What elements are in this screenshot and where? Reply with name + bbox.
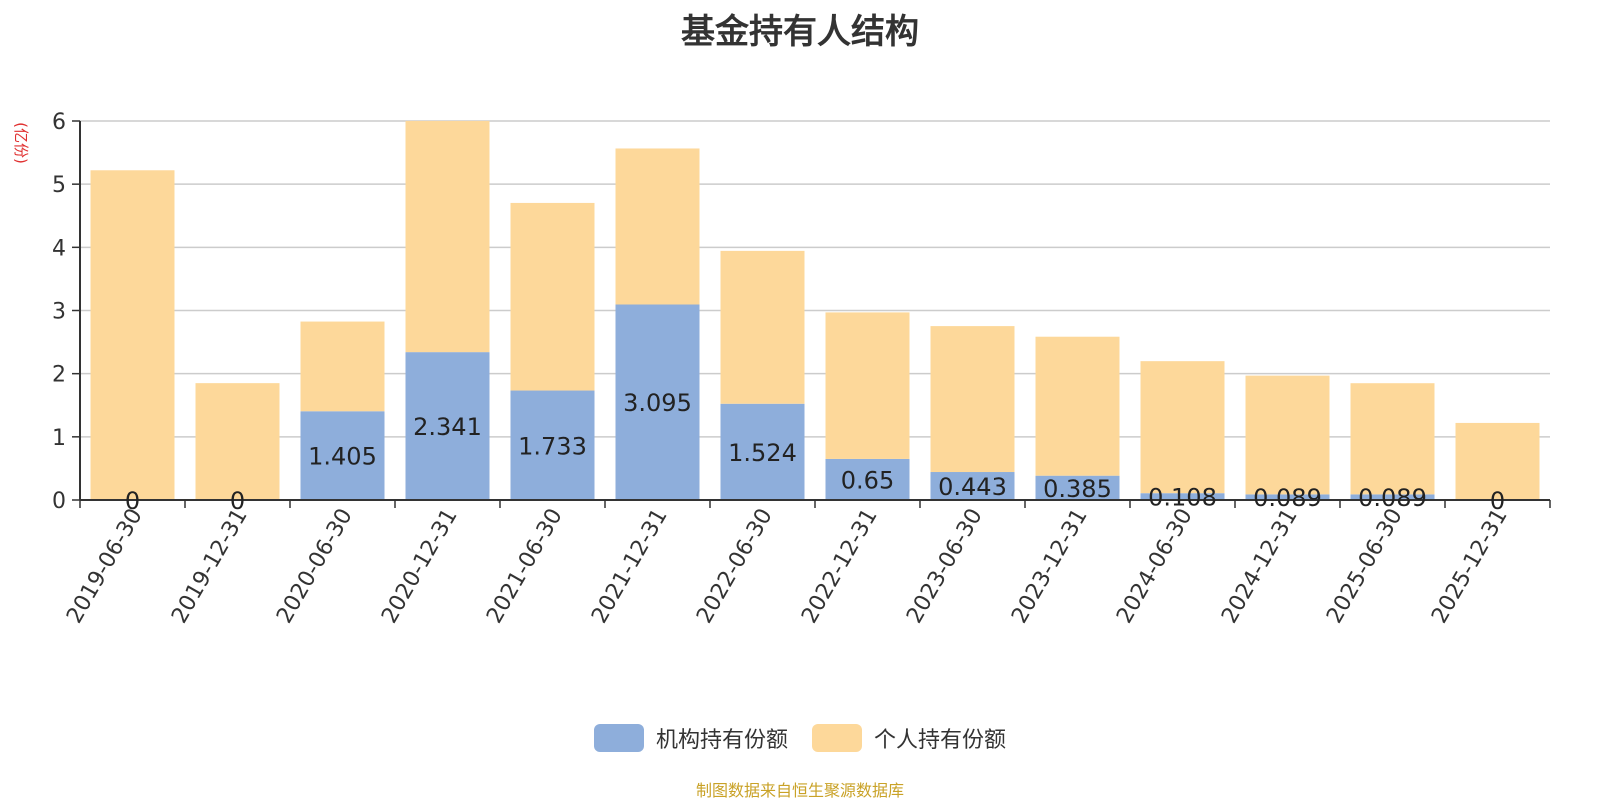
x-tick-label: 2022-12-31 <box>797 505 883 628</box>
bar-institutional[interactable] <box>930 472 1015 500</box>
bar-individual[interactable] <box>825 312 910 459</box>
bar-institutional[interactable] <box>825 458 910 500</box>
x-tick-label: 2024-12-31 <box>1217 505 1303 628</box>
x-tick-label: 2021-12-31 <box>587 505 673 628</box>
x-tick-label: 2019-06-30 <box>62 505 148 628</box>
bar-value-label: 0 <box>230 487 245 515</box>
bar-individual[interactable] <box>720 250 805 404</box>
x-tick-label: 2025-12-31 <box>1427 505 1513 628</box>
y-tick-label: 5 <box>52 173 66 198</box>
bar-institutional[interactable] <box>720 403 805 500</box>
bar-individual[interactable] <box>1140 361 1225 494</box>
x-tick-label: 2024-06-30 <box>1112 505 1198 628</box>
bar-value-label: 0.443 <box>938 473 1007 501</box>
x-tick-label: 2023-12-31 <box>1007 505 1093 628</box>
bar-individual[interactable] <box>405 120 490 353</box>
x-tick-label: 2019-12-31 <box>167 505 253 628</box>
bar-institutional[interactable] <box>300 411 385 500</box>
y-tick-label: 0 <box>52 489 66 514</box>
bar-individual[interactable] <box>510 202 595 391</box>
x-tick-label: 2020-06-30 <box>272 505 358 628</box>
bar-value-label: 0 <box>1490 487 1505 515</box>
y-tick-label: 3 <box>52 300 66 325</box>
bar-individual[interactable] <box>1035 336 1120 476</box>
legend-swatch-individual <box>812 724 862 752</box>
x-tick-label: 2021-06-30 <box>482 505 568 628</box>
bar-value-label: 1.733 <box>518 432 587 460</box>
bar-individual[interactable] <box>1245 375 1330 495</box>
bar-institutional[interactable] <box>1140 493 1225 500</box>
y-tick-label: 6 <box>52 110 66 135</box>
bar-individual[interactable] <box>930 326 1015 473</box>
bar-individual[interactable] <box>1455 422 1540 500</box>
legend-item-institutional[interactable]: 机构持有份额 <box>593 722 788 754</box>
bar-value-label: 3.095 <box>623 389 692 417</box>
bar-value-label: 1.405 <box>308 443 377 471</box>
legend: 机构持有份额 个人持有份额 <box>0 722 1600 754</box>
legend-label-individual: 个人持有份额 <box>874 728 1007 753</box>
legend-label-institutional: 机构持有份额 <box>655 728 788 753</box>
legend-swatch-institutional <box>593 724 644 752</box>
y-axis-unit-label: (亿份) <box>12 122 30 164</box>
bar-institutional[interactable] <box>1245 494 1330 500</box>
bar-value-label: 2.341 <box>413 413 482 441</box>
bar-value-label: 1.524 <box>728 439 797 467</box>
y-tick-label: 1 <box>52 426 66 451</box>
chart-title: 基金持有人结构 <box>681 12 919 52</box>
bar-individual[interactable] <box>90 170 175 500</box>
bar-value-label: 0.089 <box>1358 484 1427 512</box>
bar-institutional[interactable] <box>615 304 700 500</box>
bar-individual[interactable] <box>1350 383 1435 495</box>
bar-individual[interactable] <box>300 321 385 412</box>
y-tick-label: 2 <box>52 363 66 388</box>
bar-value-label: 0.65 <box>841 466 894 494</box>
y-tick-label: 4 <box>52 236 66 261</box>
x-tick-label: 2023-06-30 <box>902 505 988 628</box>
bar-value-label: 0.089 <box>1253 484 1322 512</box>
source-note: 制图数据来自恒生聚源数据库 <box>695 781 904 800</box>
legend-item-individual[interactable]: 个人持有份额 <box>812 722 1006 754</box>
bar-value-label: 0.385 <box>1043 475 1112 503</box>
bars <box>90 120 1540 500</box>
data-labels: 0 0 1.405 2.341 1.733 3.095 1.524 0.65 0.443 0.38… <box>125 389 1505 515</box>
bar-institutional[interactable] <box>1350 494 1435 500</box>
bar-institutional[interactable] <box>510 390 595 500</box>
x-tick-label: 2025-06-30 <box>1322 505 1408 628</box>
bar-individual[interactable] <box>195 383 280 500</box>
bar-value-label: 0.108 <box>1148 484 1217 512</box>
bar-value-label: 0 <box>125 487 140 515</box>
bar-institutional[interactable] <box>405 352 490 500</box>
bar-institutional[interactable] <box>1035 475 1120 500</box>
x-tick-label: 2020-12-31 <box>377 505 463 628</box>
bar-individual[interactable] <box>615 148 700 305</box>
x-tick-label: 2022-06-30 <box>692 505 778 628</box>
